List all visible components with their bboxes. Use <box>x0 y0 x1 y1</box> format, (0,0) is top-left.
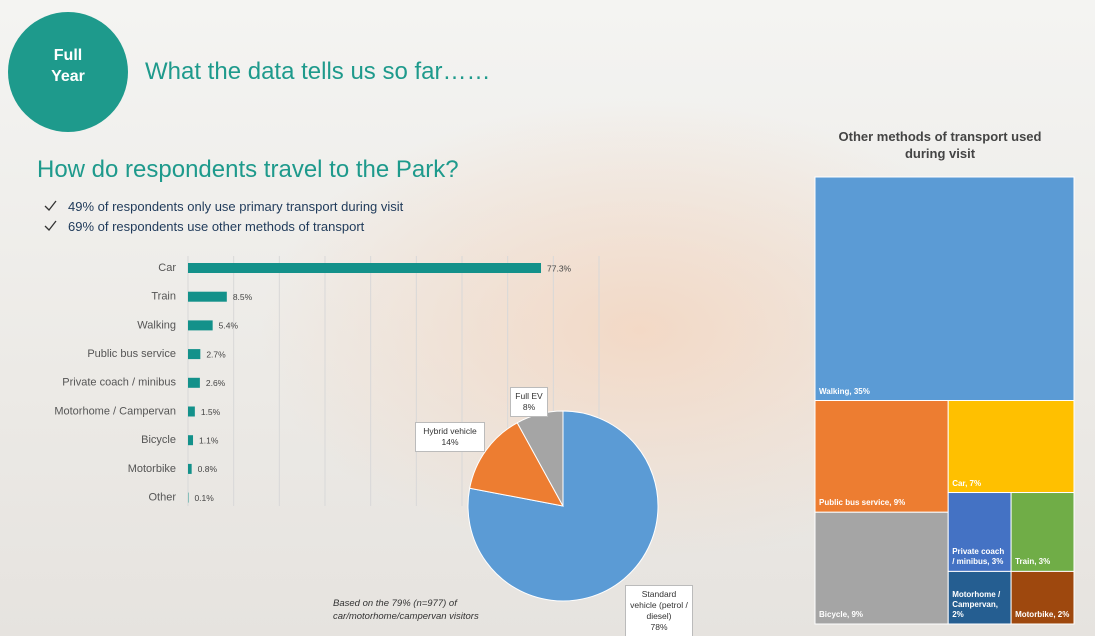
bar <box>188 349 201 360</box>
treemap-label: Walking, 35% <box>819 386 870 396</box>
treemap-label: Car, 7% <box>952 478 982 488</box>
category-label: Private coach / minibus <box>62 377 176 389</box>
treemap-label: Public bus service, 9% <box>819 498 906 508</box>
pie-label-value: 78% <box>650 622 668 632</box>
treemap-cell <box>1010 570 1075 625</box>
category-label: Train <box>151 291 176 303</box>
value-label: 8.5% <box>233 292 253 302</box>
badge: Full Year <box>8 45 128 87</box>
subtitle: How do respondents travel to the Park? <box>37 156 459 183</box>
bullet: 49% of respondents only use primary tran… <box>68 199 404 214</box>
treemap-cell <box>1010 492 1075 572</box>
check-icon <box>44 200 57 211</box>
pie-label: Full EV 8% <box>510 387 548 417</box>
category-label: Public bus service <box>87 348 176 360</box>
bar <box>188 263 542 273</box>
category-label: Motorhome / Campervan <box>54 405 176 417</box>
bar <box>188 320 213 331</box>
pie-label-value: 14% <box>441 437 459 447</box>
treemap-label: Private coach / minibus, 3% <box>952 547 1005 567</box>
treemap-label: Train, 3% <box>1015 557 1051 567</box>
treemap-cell <box>814 400 949 513</box>
pie-slice <box>469 422 564 507</box>
bar <box>188 435 194 446</box>
treemap-label: Motorhome / Campervan, 2% <box>952 590 1001 619</box>
bar <box>188 291 227 302</box>
pie-label-name: Full EV <box>515 391 543 401</box>
badge-line: Year <box>51 68 85 85</box>
category-label: Motorbike <box>128 463 176 475</box>
badge-circle <box>8 12 128 132</box>
bullet: 69% of respondents use other methods of … <box>68 219 365 234</box>
value-label: 5.4% <box>219 321 239 331</box>
value-label: 1.1% <box>199 435 219 445</box>
category-label: Other <box>148 492 176 504</box>
bar <box>188 377 200 388</box>
pie-label-name: Standard vehicle (petrol / diesel) <box>630 589 688 621</box>
treemap-cell <box>814 176 1075 401</box>
bar <box>188 463 192 474</box>
value-label: 2.7% <box>206 349 226 359</box>
pie-label: Hybrid vehicle 14% <box>415 422 485 452</box>
pie-label-value: 8% <box>522 402 536 412</box>
category-label: Car <box>158 262 176 274</box>
category-label: Walking <box>137 319 176 331</box>
treemap-cell <box>814 511 949 625</box>
treemap-cell <box>947 492 1012 572</box>
bar <box>188 406 195 417</box>
treemap-label: Bicycle, 9% <box>819 610 864 619</box>
value-label: 77.3% <box>547 263 572 273</box>
pie-label-name: Hybrid vehicle <box>423 426 477 436</box>
badge-line: Full <box>53 47 83 64</box>
value-label: 0.8% <box>198 464 218 474</box>
pie-note: Based on the 79% (n=977) of car/motorhom… <box>333 598 479 622</box>
value-label: 0.1% <box>194 493 214 503</box>
treemap-label: Motorbike, 2% <box>1015 610 1070 619</box>
title: What the data tells us so far…… <box>145 58 491 85</box>
treemap-cell <box>947 400 1075 494</box>
pie-label: Standard vehicle (petrol / diesel) 78% <box>625 585 693 636</box>
pie-slice <box>467 410 659 602</box>
treemap-title: Other methods of transport used during v… <box>838 129 1042 161</box>
value-label: 2.6% <box>206 378 226 388</box>
value-label: 1.5% <box>201 407 221 417</box>
category-label: Bicycle <box>141 434 176 446</box>
check-icon <box>44 220 57 231</box>
